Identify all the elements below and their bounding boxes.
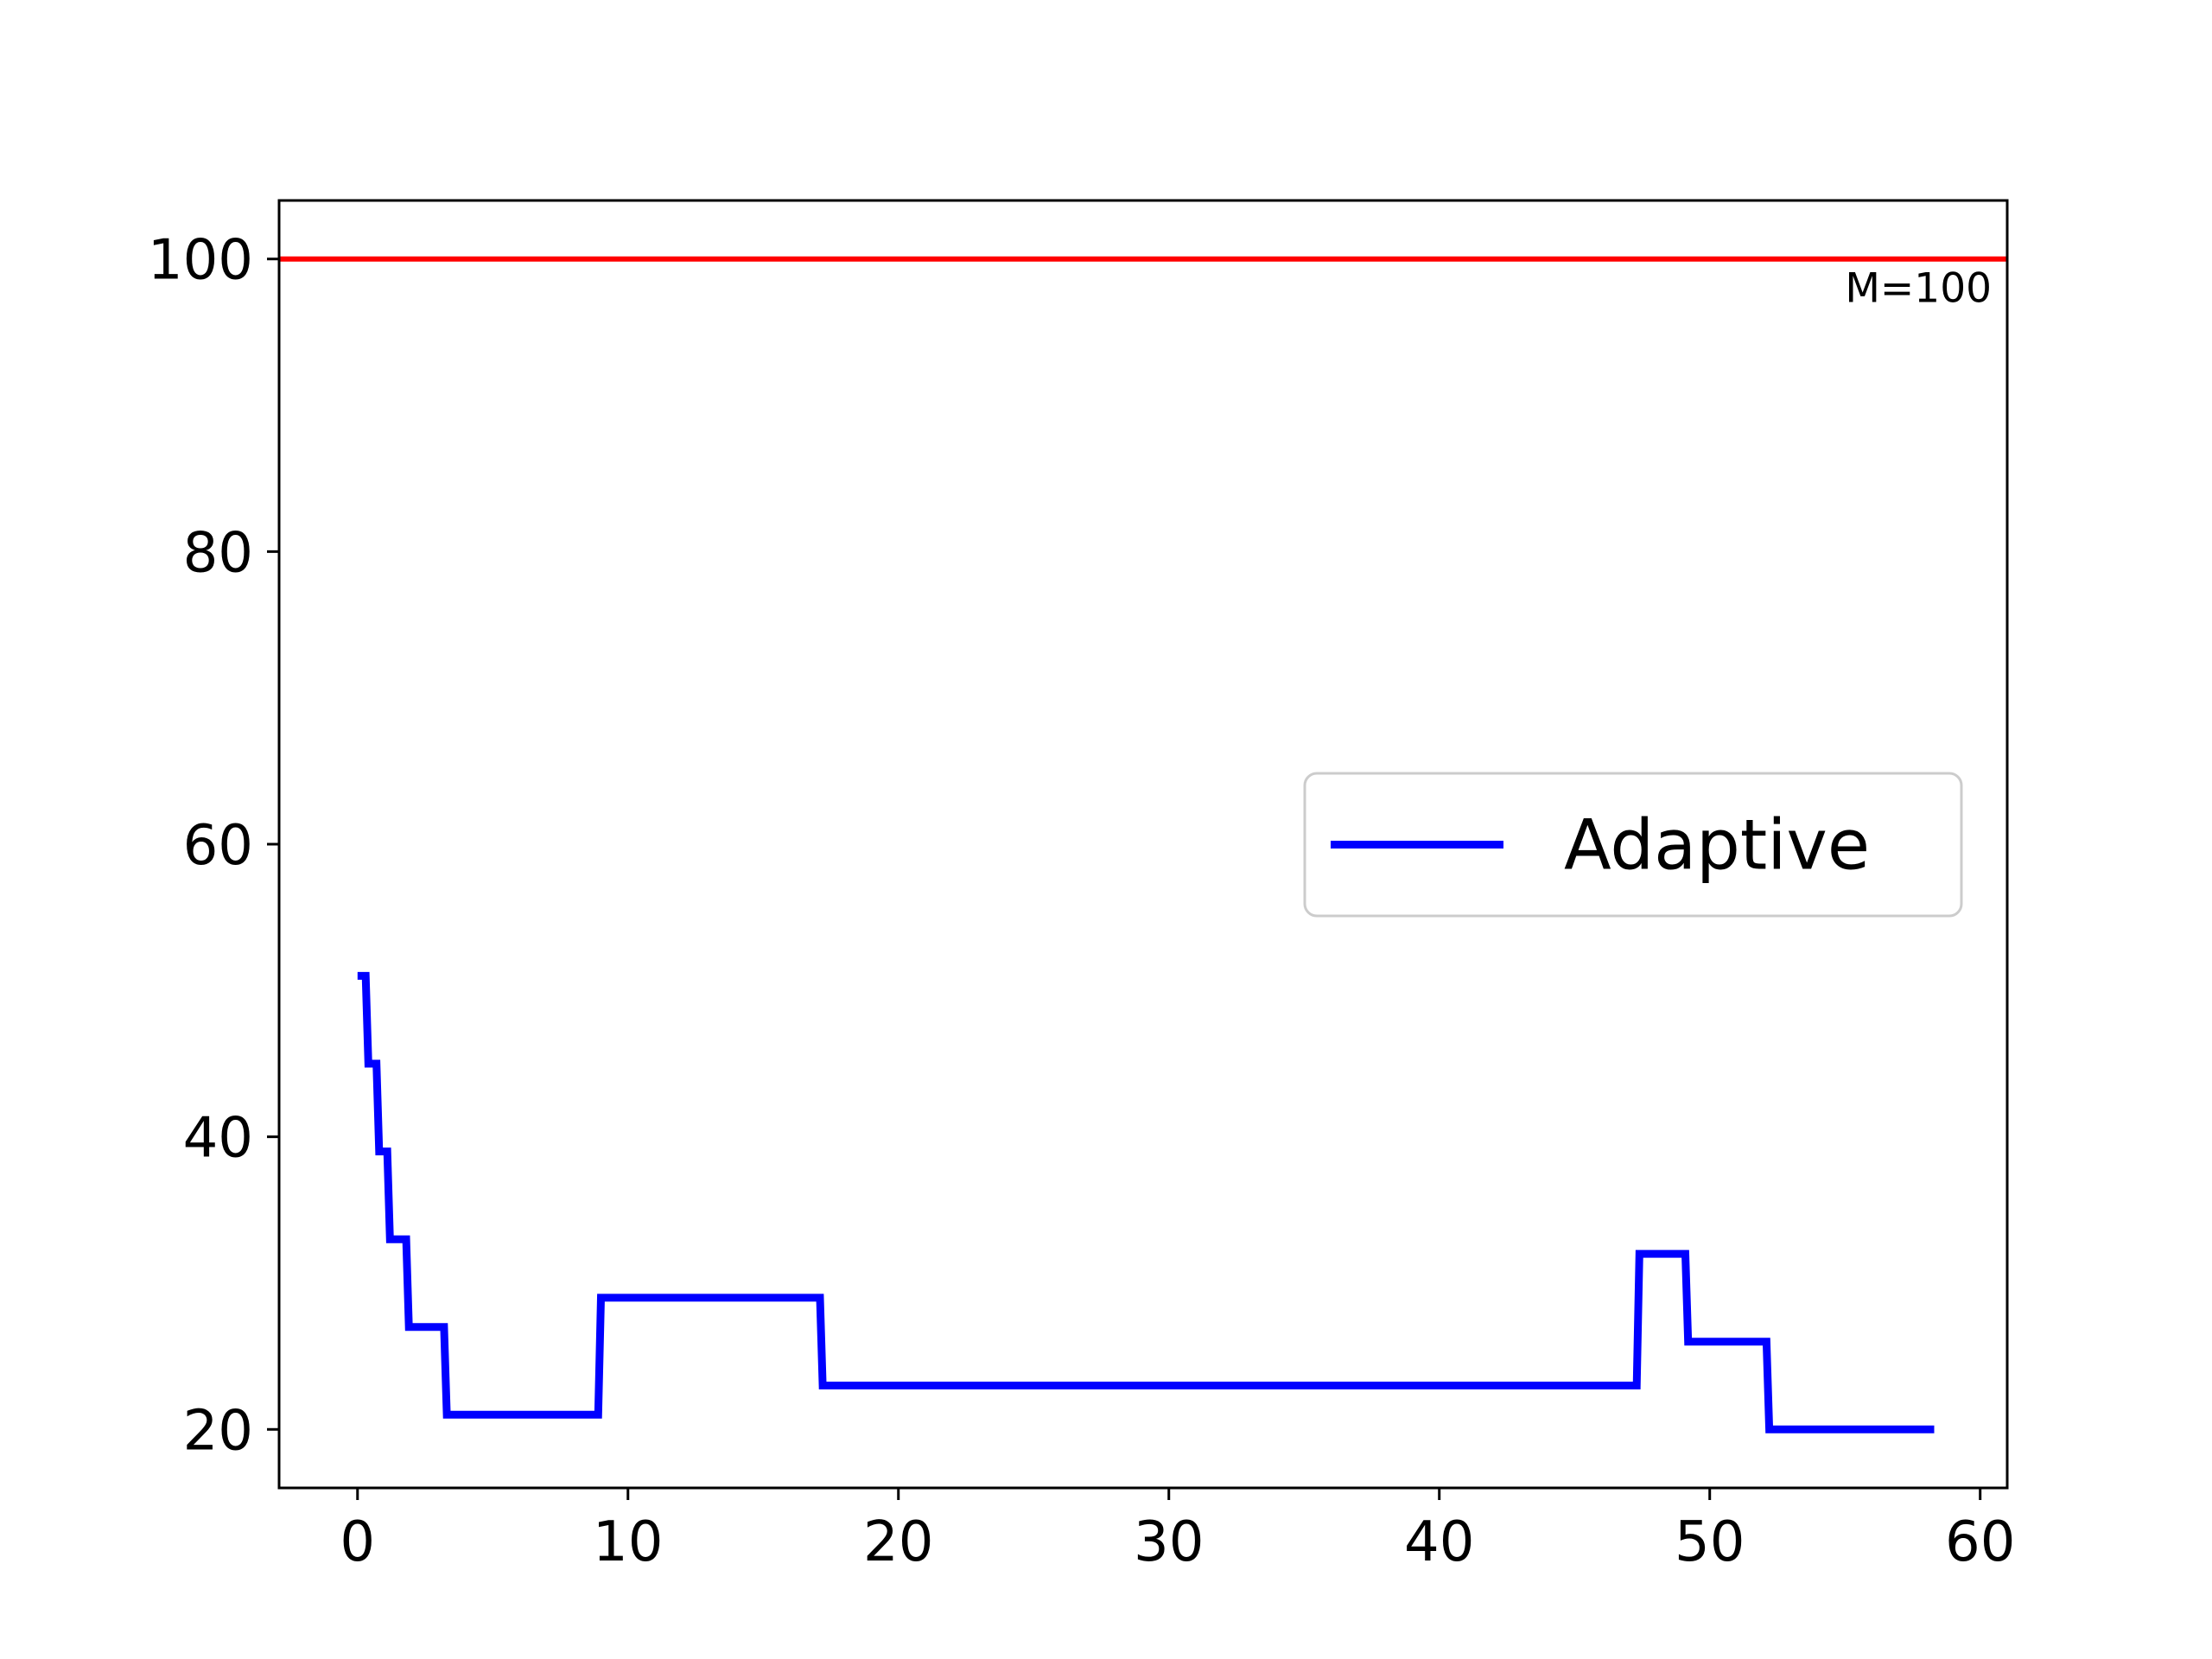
y-axis-ticks: 20 40 60 80 100 [148, 229, 279, 1463]
y-tick-label: 60 [183, 814, 253, 878]
y-tick-label: 40 [183, 1107, 253, 1171]
reference-line-label: M=100 [1845, 265, 1992, 313]
plot-frame [277, 199, 2009, 1490]
x-tick-label: 0 [340, 1510, 375, 1574]
y-tick-label: 100 [148, 229, 253, 293]
x-tick-label: 20 [863, 1510, 933, 1574]
y-tick-label: 20 [183, 1399, 253, 1463]
x-tick-label: 40 [1404, 1510, 1474, 1574]
x-tick-label: 50 [1675, 1510, 1745, 1574]
series-group [357, 971, 1935, 1433]
legend-label: Adaptive [1564, 805, 1870, 886]
series-line-adaptive [357, 971, 1935, 1433]
legend-box [1303, 772, 1963, 918]
legend: Adaptive [1303, 772, 1963, 918]
x-tick-label: 30 [1134, 1510, 1204, 1574]
x-tick-label: 60 [1945, 1510, 2015, 1574]
reference-lines: M=100 [279, 256, 2007, 313]
x-axis-ticks: 0 10 20 30 40 50 60 [340, 1488, 2015, 1574]
y-tick-label: 80 [183, 521, 253, 585]
x-tick-label: 10 [593, 1510, 663, 1574]
